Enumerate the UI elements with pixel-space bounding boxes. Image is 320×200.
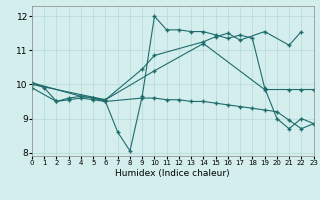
X-axis label: Humidex (Indice chaleur): Humidex (Indice chaleur): [116, 169, 230, 178]
